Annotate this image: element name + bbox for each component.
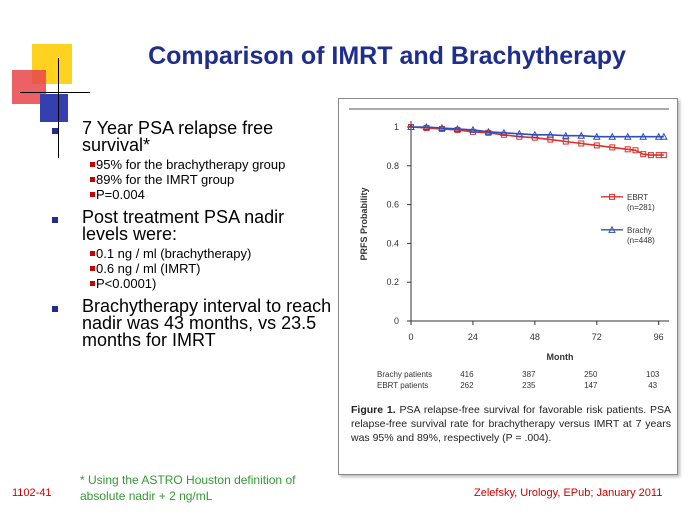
km-chart: 0 0.2 0.4 0.6 0.8 1 0 24 48 72 96 PRFS Probability M…: [349, 108, 669, 390]
data-point-brachy: [407, 122, 415, 130]
risk-table-value: 147: [584, 381, 598, 390]
data-point-brachy: [577, 131, 586, 139]
subbullet-text: P<0.0001): [96, 276, 157, 291]
x-tick-label: 0: [408, 332, 413, 342]
data-point-ebrt: [624, 146, 631, 153]
bullet-item: Brachytherapy interval to reach nadir wa…: [44, 296, 334, 350]
data-point-brachy: [639, 132, 648, 140]
data-point-ebrt: [640, 151, 647, 158]
caption-label: Figure 1.: [351, 404, 396, 416]
data-point-brachy: [546, 130, 555, 138]
data-point-ebrt: [632, 147, 639, 154]
bullet-square-icon: [52, 217, 58, 223]
y-tick-label: 0.4: [386, 238, 399, 248]
data-point-brachy: [484, 127, 493, 135]
subbullet-square-icon: [90, 251, 95, 256]
legend-marker-ebrt: [609, 193, 615, 200]
series-line-brachy: [411, 126, 664, 138]
bullet-text: Post treatment PSA nadir levels were:: [82, 207, 285, 244]
data-point-brachy: [515, 129, 524, 137]
figure-caption: Figure 1. PSA relapse-free survival for …: [351, 403, 671, 445]
data-point-brachy: [654, 132, 663, 140]
data-point-brachy: [592, 132, 601, 140]
legend-sublabel-brachy: (n=448): [627, 236, 655, 245]
x-tick-label: 24: [468, 332, 478, 342]
subbullet-item: P=0.004: [44, 188, 334, 201]
bullet-item: 7 Year PSA relapse free survival*: [44, 118, 334, 155]
data-point-ebrt: [562, 138, 569, 145]
subbullet-square-icon: [90, 281, 95, 286]
data-point-ebrt: [578, 140, 585, 147]
legend-label-ebrt: EBRT: [627, 193, 648, 202]
data-point-ebrt: [647, 152, 654, 159]
risk-table-value: 416: [460, 370, 474, 379]
x-tick-label: 48: [530, 332, 540, 342]
legend-marker-brachy: [608, 225, 616, 233]
figure-panel: 0 0.2 0.4 0.6 0.8 1 0 24 48 72 96 PRFS Probability M…: [338, 98, 678, 475]
x-tick-label: 96: [654, 332, 664, 342]
series-line-ebrt: [410, 126, 664, 156]
x-tick-label: 72: [592, 332, 602, 342]
data-point-brachy: [422, 122, 431, 130]
subbullet-text: 0.1 ng / ml (brachytherapy): [96, 246, 252, 261]
data-point-brachy: [438, 123, 446, 131]
bullet-list: 7 Year PSA relapse free survival* 95% fo…: [44, 118, 334, 350]
data-point-brachy: [453, 124, 462, 132]
data-point-brachy: [469, 125, 477, 133]
y-axis-label: PRFS Probability: [359, 187, 369, 260]
subbullet-item: 95% for the brachytherapy group: [44, 158, 334, 171]
y-tick-label: 1: [394, 122, 399, 132]
risk-table-value: 387: [522, 370, 536, 379]
y-tick-label: 0.6: [386, 200, 399, 210]
risk-table-value: 103: [646, 370, 660, 379]
subbullet-item: P<0.0001): [44, 277, 334, 290]
y-tick-label: 0.8: [386, 161, 399, 171]
citation: Zelefsky, Urology, EPub; January 2011: [474, 487, 663, 499]
bullet-square-icon: [52, 128, 58, 134]
risk-table-value: 262: [460, 381, 474, 390]
decor-horizontal-line: [20, 92, 90, 93]
decor-blue-square: [40, 94, 68, 122]
risk-table-row-label: EBRT patients: [377, 381, 428, 390]
decor-vertical-line: [58, 58, 59, 158]
data-point-brachy: [659, 132, 668, 140]
subbullet-text: P=0.004: [96, 187, 145, 202]
data-point-ebrt: [609, 144, 616, 151]
bullet-item: Post treatment PSA nadir levels were:: [44, 207, 334, 244]
legend-sublabel-ebrt: (n=281): [627, 203, 655, 212]
bullet-square-icon: [52, 306, 58, 312]
subbullet-square-icon: [90, 266, 95, 271]
data-point-brachy: [500, 128, 508, 136]
subbullet-text: 0.6 ng / ml (IMRT): [96, 261, 201, 276]
data-point-brachy: [623, 132, 632, 140]
risk-table-row-label: Brachy patients: [377, 370, 432, 379]
data-point-brachy: [608, 132, 617, 140]
subbullet-square-icon: [90, 162, 95, 167]
caption-text: PSA relapse-free survival for favorable …: [351, 404, 671, 444]
y-tick-label: 0.2: [386, 277, 399, 287]
subbullet-item: 0.1 ng / ml (brachytherapy): [44, 247, 334, 260]
data-point-ebrt: [660, 152, 667, 159]
subbullet-square-icon: [90, 177, 95, 182]
subbullet-text: 95% for the brachytherapy group: [96, 157, 286, 172]
x-axis-label: Month: [547, 352, 574, 362]
risk-table-value: 235: [522, 381, 536, 390]
data-point-brachy: [530, 130, 539, 138]
risk-table-value: 250: [584, 370, 598, 379]
data-point-brachy: [561, 131, 570, 139]
footnote: * Using the ASTRO Houston definition of …: [80, 473, 296, 503]
subbullet-square-icon: [90, 192, 95, 197]
y-tick-label: 0: [394, 316, 399, 326]
risk-table-value: 43: [648, 381, 657, 390]
subbullet-text: 89% for the IMRT group: [96, 172, 235, 187]
slide-number: 1102-41: [12, 487, 52, 499]
data-point-ebrt: [593, 142, 600, 149]
slide-title: Comparison of IMRT and Brachytherapy: [148, 42, 626, 70]
bullet-text: Brachytherapy interval to reach nadir wa…: [82, 296, 332, 350]
subbullet-item: 89% for the IMRT group: [44, 173, 334, 186]
legend-label-brachy: Brachy: [627, 226, 652, 235]
subbullet-item: 0.6 ng / ml (IMRT): [44, 262, 334, 275]
bullet-text: 7 Year PSA relapse free survival*: [82, 118, 274, 155]
